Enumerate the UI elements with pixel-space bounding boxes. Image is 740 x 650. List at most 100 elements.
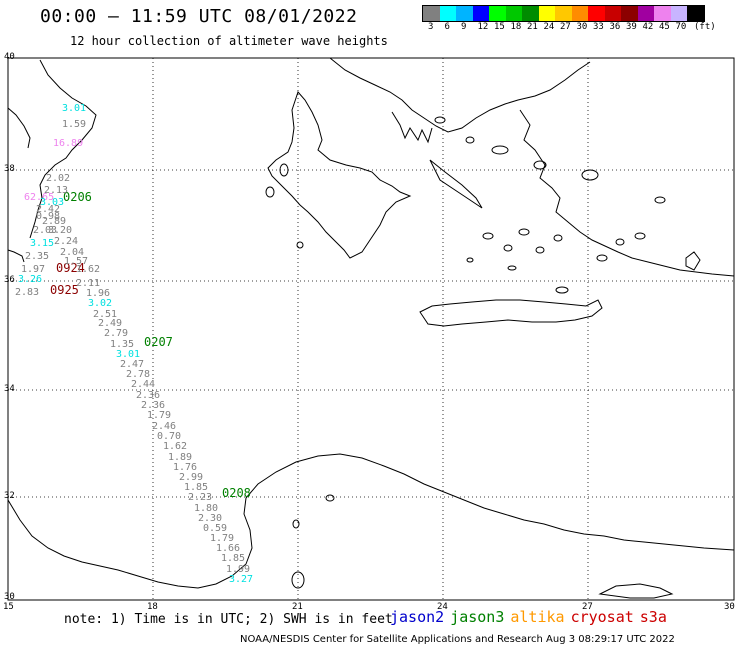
wave-height-reading: 2.51 bbox=[93, 309, 118, 320]
credit-line: NOAA/NESDIS Center for Satellite Applica… bbox=[240, 634, 675, 645]
wave-height-reading: 2.42 bbox=[36, 204, 61, 215]
scale-label: 30 bbox=[576, 22, 588, 32]
scale-swatch bbox=[637, 6, 654, 21]
wave-height-reading: 3.02 bbox=[88, 298, 113, 309]
scale-swatch bbox=[423, 6, 440, 21]
wave-height-reading: 2.04 bbox=[60, 247, 85, 258]
island bbox=[615, 238, 625, 246]
scale-label: 27 bbox=[560, 22, 571, 32]
wave-height-reading: 1.89 bbox=[168, 452, 193, 463]
wave-height-reading: 2.46 bbox=[152, 421, 177, 432]
scale-swatch bbox=[571, 6, 588, 21]
scale-swatch bbox=[505, 6, 522, 21]
wave-height-reading: 1.85 bbox=[221, 553, 246, 564]
island bbox=[507, 265, 517, 271]
scale-swatch bbox=[555, 6, 572, 21]
coast-sicily bbox=[7, 249, 25, 263]
scale-label: 12 bbox=[477, 22, 489, 32]
scale-swatch bbox=[439, 6, 456, 21]
wave-height-reading: 2.49 bbox=[98, 318, 123, 329]
wave-height-reading: 2.23 bbox=[188, 492, 213, 503]
wave-height-reading: 3.01 bbox=[62, 103, 87, 114]
color-scale-labels: 3 6 9 12 15 18 21 24 27 30 33 36 39 42 45 70 (ft) bbox=[428, 22, 738, 34]
lon-label-24: 24 bbox=[437, 602, 448, 612]
lat-label-38: 38 bbox=[4, 164, 15, 174]
satellite-altika: altika bbox=[510, 608, 565, 626]
island bbox=[553, 234, 563, 242]
island bbox=[292, 519, 300, 529]
wave-height-reading: 0.70 bbox=[157, 431, 182, 442]
wave-height-reading: 2.79 bbox=[104, 328, 129, 339]
wave-height-reading: 2.44 bbox=[131, 379, 156, 390]
scale-swatch bbox=[687, 6, 704, 21]
coast-crete bbox=[419, 299, 603, 327]
map-frame bbox=[7, 57, 735, 601]
island bbox=[296, 241, 304, 249]
island bbox=[503, 244, 513, 252]
wave-height-reading: 1.79 bbox=[210, 533, 235, 544]
graticule bbox=[8, 58, 734, 600]
coast-chalkidiki bbox=[391, 111, 433, 144]
pass-label: 0925 bbox=[50, 283, 79, 297]
wave-height-reading: 1.66 bbox=[216, 543, 241, 554]
lon-label-18: 18 bbox=[147, 602, 158, 612]
coast-rhodes bbox=[685, 251, 701, 271]
wave-height-reading: 2.24 bbox=[54, 236, 79, 247]
wave-height-reading: 3.20 bbox=[48, 225, 73, 236]
scale-swatch bbox=[670, 6, 687, 21]
wave-height-reading: 2.02 bbox=[46, 173, 71, 184]
satellite-legend: jason2 jason3 altika cryosat s3a bbox=[390, 608, 673, 626]
scale-swatch bbox=[588, 6, 605, 21]
island bbox=[491, 145, 509, 155]
scale-label: (ft) bbox=[694, 22, 716, 32]
scale-swatch bbox=[456, 6, 473, 21]
lat-label-32: 32 bbox=[4, 491, 15, 501]
scale-label: 39 bbox=[626, 22, 637, 32]
scale-swatch bbox=[522, 6, 539, 21]
coast-greece bbox=[267, 91, 412, 259]
island bbox=[555, 286, 569, 294]
wave-height-reading: 1.35 bbox=[110, 339, 135, 350]
island bbox=[465, 136, 475, 144]
lon-label-15: 15 bbox=[3, 602, 14, 612]
wave-height-reading: 1.80 bbox=[194, 503, 219, 514]
island bbox=[581, 169, 599, 181]
wave-height-reading: 3.01 bbox=[116, 349, 141, 360]
wave-height-reading: 0.98 bbox=[36, 211, 61, 222]
coast-cyprus bbox=[598, 583, 674, 599]
island bbox=[434, 116, 446, 124]
coast-libya bbox=[7, 453, 735, 589]
wave-height-reading: 1.97 bbox=[21, 264, 46, 275]
scale-label: 24 bbox=[543, 22, 555, 32]
scale-label: 9 bbox=[461, 22, 467, 32]
island bbox=[596, 254, 608, 262]
lon-label-27: 27 bbox=[582, 602, 593, 612]
wave-height-reading: 3.27 bbox=[229, 574, 254, 585]
island bbox=[279, 163, 289, 177]
wave-height-reading: 2.83 bbox=[15, 287, 40, 298]
wave-height-reading: 2.99 bbox=[179, 472, 204, 483]
wave-height-reading: 3.15 bbox=[30, 238, 55, 249]
scale-label: 33 bbox=[593, 22, 604, 32]
wave-height-reading: 62.65 bbox=[24, 192, 55, 203]
scale-swatch bbox=[489, 6, 506, 21]
island bbox=[654, 196, 666, 204]
coastlines bbox=[7, 57, 735, 599]
pass-label: 0208 bbox=[222, 486, 251, 500]
scale-label: 42 bbox=[642, 22, 654, 32]
wave-height-reading: 1.85 bbox=[184, 482, 209, 493]
island bbox=[265, 186, 275, 198]
scale-label: 6 bbox=[444, 22, 450, 32]
wave-height-reading: 0.59 bbox=[203, 523, 228, 534]
satellite-jason3: jason3 bbox=[450, 608, 505, 626]
wave-height-reading: 2.47 bbox=[120, 359, 145, 370]
scale-swatch bbox=[604, 6, 621, 21]
wave-height-reading: 3.26 bbox=[18, 274, 43, 285]
wave-height-reading: 2.30 bbox=[198, 513, 223, 524]
coast-italy-south bbox=[7, 107, 31, 149]
island bbox=[325, 494, 335, 502]
lon-label-21: 21 bbox=[292, 602, 303, 612]
island bbox=[535, 246, 545, 254]
wave-height-reading: 2.78 bbox=[126, 369, 151, 380]
